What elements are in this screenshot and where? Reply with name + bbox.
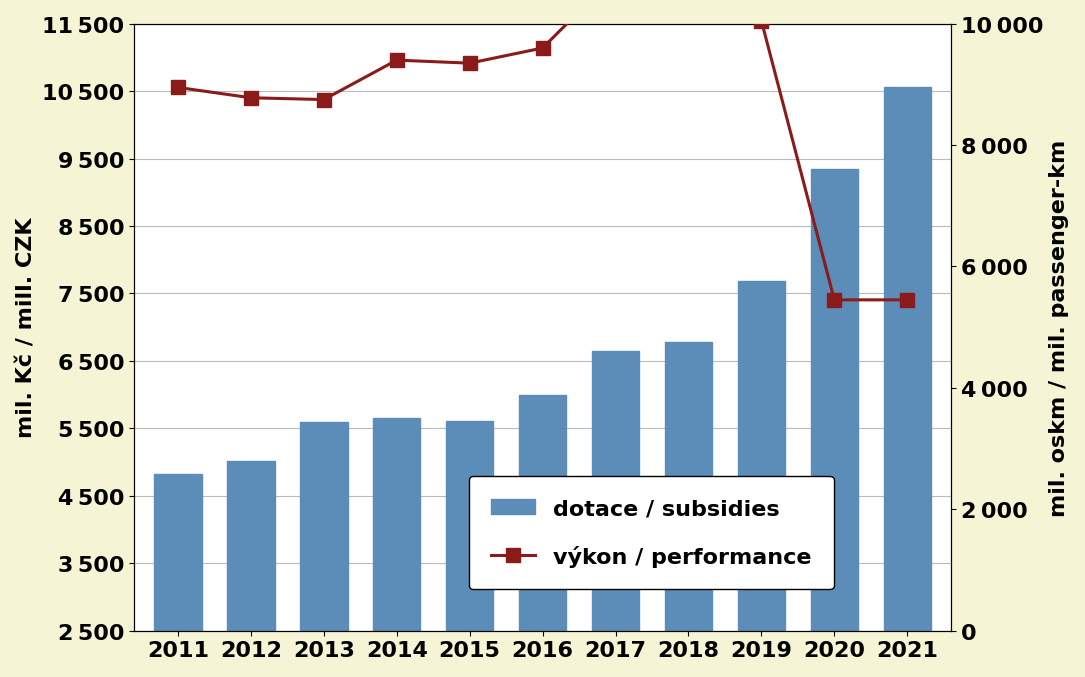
Bar xyxy=(373,418,420,677)
Bar xyxy=(519,395,566,677)
Bar xyxy=(591,351,639,677)
Y-axis label: mil. Kč / mill. CZK: mil. Kč / mill. CZK xyxy=(16,217,37,438)
Bar xyxy=(154,475,202,677)
Bar xyxy=(446,421,494,677)
Y-axis label: mil. oskm / mil. passenger-km: mil. oskm / mil. passenger-km xyxy=(1048,139,1069,516)
Bar xyxy=(738,282,784,677)
Legend: dotace / subsidies, výkon / performance: dotace / subsidies, výkon / performance xyxy=(469,477,833,589)
Bar xyxy=(299,422,347,677)
Bar xyxy=(883,88,931,677)
Bar xyxy=(664,343,712,677)
Bar xyxy=(810,169,857,677)
Bar xyxy=(227,462,275,677)
